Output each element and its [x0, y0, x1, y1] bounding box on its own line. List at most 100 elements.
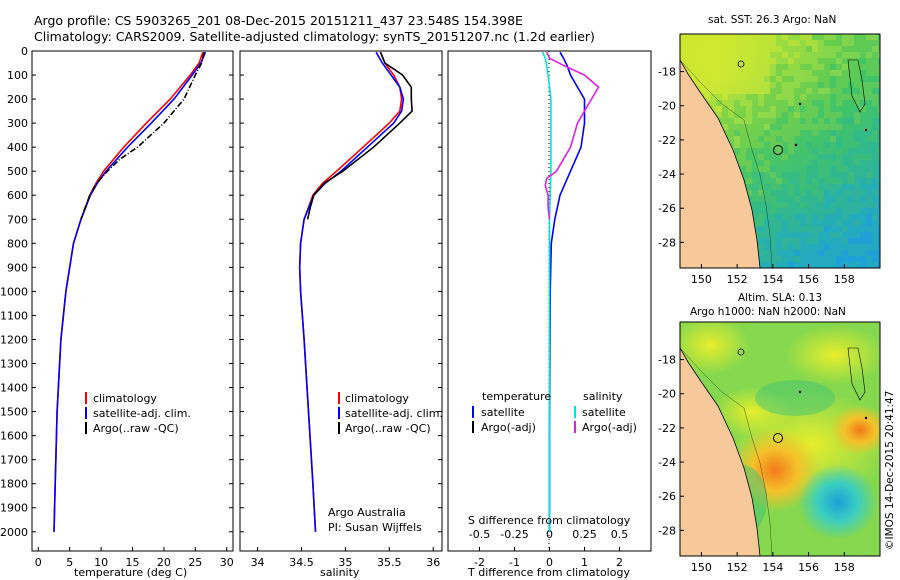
legend-temp-satellite-label: satellite — [481, 406, 525, 419]
x-tick-label: 20 — [157, 556, 171, 569]
lat-tick-label: -20 — [658, 100, 676, 113]
temperature-plot-frame — [31, 50, 234, 552]
sla-heatmap — [680, 322, 880, 556]
series-argo-raw-qc- — [80, 52, 205, 220]
x-tick-label: 30 — [220, 556, 234, 569]
temperature-depth-ticks: 0 100 200 300 400 500 600 700 800 900 1000 1100 1200… — [0, 45, 233, 539]
sla-dot-2 — [864, 416, 868, 420]
difference-panel: -2 -1 0 1 2 -0.5 -0.25 0 0.25 0.5 temperature sa… — [447, 50, 652, 579]
depth-tick-label: 700 — [7, 213, 28, 226]
lat-tick-label: -22 — [658, 422, 676, 435]
sla-shelf-contour — [681, 349, 773, 556]
sst-coastline — [680, 59, 761, 268]
s-tick-label: -0.25 — [500, 528, 528, 541]
depth-tick-label: 0 — [21, 45, 28, 58]
x-tick-label: 34.5 — [289, 556, 314, 569]
sla-map-panel: Altim. SLA: 0.13 Argo h1000: NaN h2000: … — [658, 292, 881, 574]
difference-series — [541, 51, 600, 532]
x-tick-label: 0 — [35, 556, 42, 569]
salinity-depth-ticks — [240, 50, 442, 533]
figure-subtitle: Climatology: CARS2009. Satellite-adjuste… — [34, 29, 595, 44]
legend-sal-argo-label: Argo(-adj) — [582, 421, 637, 434]
depth-tick-label: 1800 — [0, 478, 28, 491]
sla-map-subtitle: Argo h1000: NaN h2000: NaN — [690, 306, 846, 318]
salinity-panel: 34 34.5 35 35.5 36 climatology satellite-adj… — [239, 50, 443, 579]
depth-tick-label: 1400 — [0, 382, 28, 395]
lat-tick-label: -28 — [658, 236, 676, 249]
series-salinity-argo-adj- — [544, 51, 600, 220]
salinity-legend: climatology satellite-adj. clim. Argo(..… — [338, 392, 443, 435]
difference-legend: temperature salinity satellite Argo(-adj… — [472, 390, 637, 434]
x-tick-label: -1 — [509, 556, 520, 569]
sst-dot-3 — [794, 143, 798, 147]
difference-x-ticks: -2 -1 0 1 2 — [474, 547, 623, 569]
lon-tick-label: 150 — [691, 273, 712, 286]
lon-tick-label: 158 — [834, 273, 855, 286]
depth-tick-label: 1000 — [0, 285, 28, 298]
x-tick-label: 15 — [126, 556, 140, 569]
s-tick-label: 0.5 — [611, 528, 629, 541]
temperature-series — [53, 51, 207, 532]
legend-salinity-title: salinity — [583, 390, 623, 403]
salinity-x-ticks: 34 34.5 35 35.5 36 — [251, 547, 440, 569]
sst-map-axes: 150 152 154 156 158 -18 -20 -22 -24 -26 -28 — [658, 66, 855, 286]
sla-map-title: Altim. SLA: 0.13 — [738, 292, 822, 304]
figure-title: Argo profile: CS 5903265_201 08-Dec-2015… — [34, 13, 523, 28]
lon-tick-label: 154 — [762, 561, 783, 574]
x-tick-label: 1 — [581, 556, 588, 569]
legend-argo-label: Argo(..raw -QC) — [93, 422, 179, 435]
lat-tick-label: -28 — [658, 524, 676, 537]
lat-tick-label: -24 — [658, 168, 676, 181]
x-tick-label: 34 — [251, 556, 265, 569]
pi-label: PI: Susan Wijffels — [328, 521, 422, 534]
x-tick-label: 35.5 — [377, 556, 402, 569]
legend-satellite-label: satellite-adj. clim. — [345, 407, 443, 420]
x-tick-label: 36 — [426, 556, 440, 569]
argo-australia-label: Argo Australia — [328, 506, 406, 519]
depth-tick-label: 600 — [7, 189, 28, 202]
sst-shelf-contour — [681, 61, 773, 268]
imos-credit: ©IMOS 14-Dec-2015 20:41:47 — [884, 391, 896, 550]
sla-argo-marker — [773, 433, 783, 443]
salinity-xlabel: salinity — [320, 566, 360, 579]
depth-tick-label: 800 — [7, 237, 28, 250]
x-tick-label: -2 — [474, 556, 485, 569]
depth-tick-label: 2000 — [0, 526, 28, 539]
x-tick-label: 10 — [94, 556, 108, 569]
sst-dot-2 — [864, 128, 868, 132]
salinity-plot-frame — [239, 50, 443, 552]
x-tick-label: 0 — [546, 556, 553, 569]
sst-map-title: sat. SST: 26.3 Argo: NaN — [708, 14, 836, 26]
lon-tick-label: 156 — [798, 273, 819, 286]
lon-tick-label: 152 — [727, 561, 748, 574]
x-tick-label: 25 — [188, 556, 202, 569]
sst-heatmap — [680, 34, 880, 268]
series-climatology — [53, 51, 204, 532]
sst-map-panel: sat. SST: 26.3 Argo: NaN 150 152 154 156 158… — [658, 14, 881, 286]
sla-coastline — [680, 347, 761, 556]
sla-map-axes: 150 152 154 156 158 -18 -20 -22 -24 -26 -28 — [658, 354, 855, 574]
t-difference-label: T difference from climatology — [467, 566, 630, 579]
s-tick-label: 0.25 — [572, 528, 597, 541]
lon-tick-label: 158 — [834, 561, 855, 574]
depth-tick-label: 1300 — [0, 358, 28, 371]
sla-dot-1 — [798, 390, 802, 394]
legend-climatology-label: climatology — [345, 392, 409, 405]
depth-tick-label: 500 — [7, 165, 28, 178]
sst-map-frame — [679, 33, 881, 269]
depth-tick-label: 1900 — [0, 502, 28, 515]
sla-map-frame — [679, 321, 881, 557]
legend-sal-satellite-label: satellite — [582, 406, 626, 419]
depth-tick-label: 400 — [7, 141, 28, 154]
depth-tick-label: 1100 — [0, 309, 28, 322]
lat-tick-label: -22 — [658, 134, 676, 147]
s-tick-label: -0.5 — [469, 528, 490, 541]
series-temperature-satellite — [548, 51, 586, 532]
lat-tick-label: -26 — [658, 490, 676, 503]
temperature-x-ticks: 0 5 10 15 20 25 30 — [35, 547, 234, 569]
salinity-series — [298, 51, 413, 532]
depth-tick-label: 1200 — [0, 333, 28, 346]
lat-tick-label: -20 — [658, 388, 676, 401]
series-climatology — [298, 51, 403, 532]
